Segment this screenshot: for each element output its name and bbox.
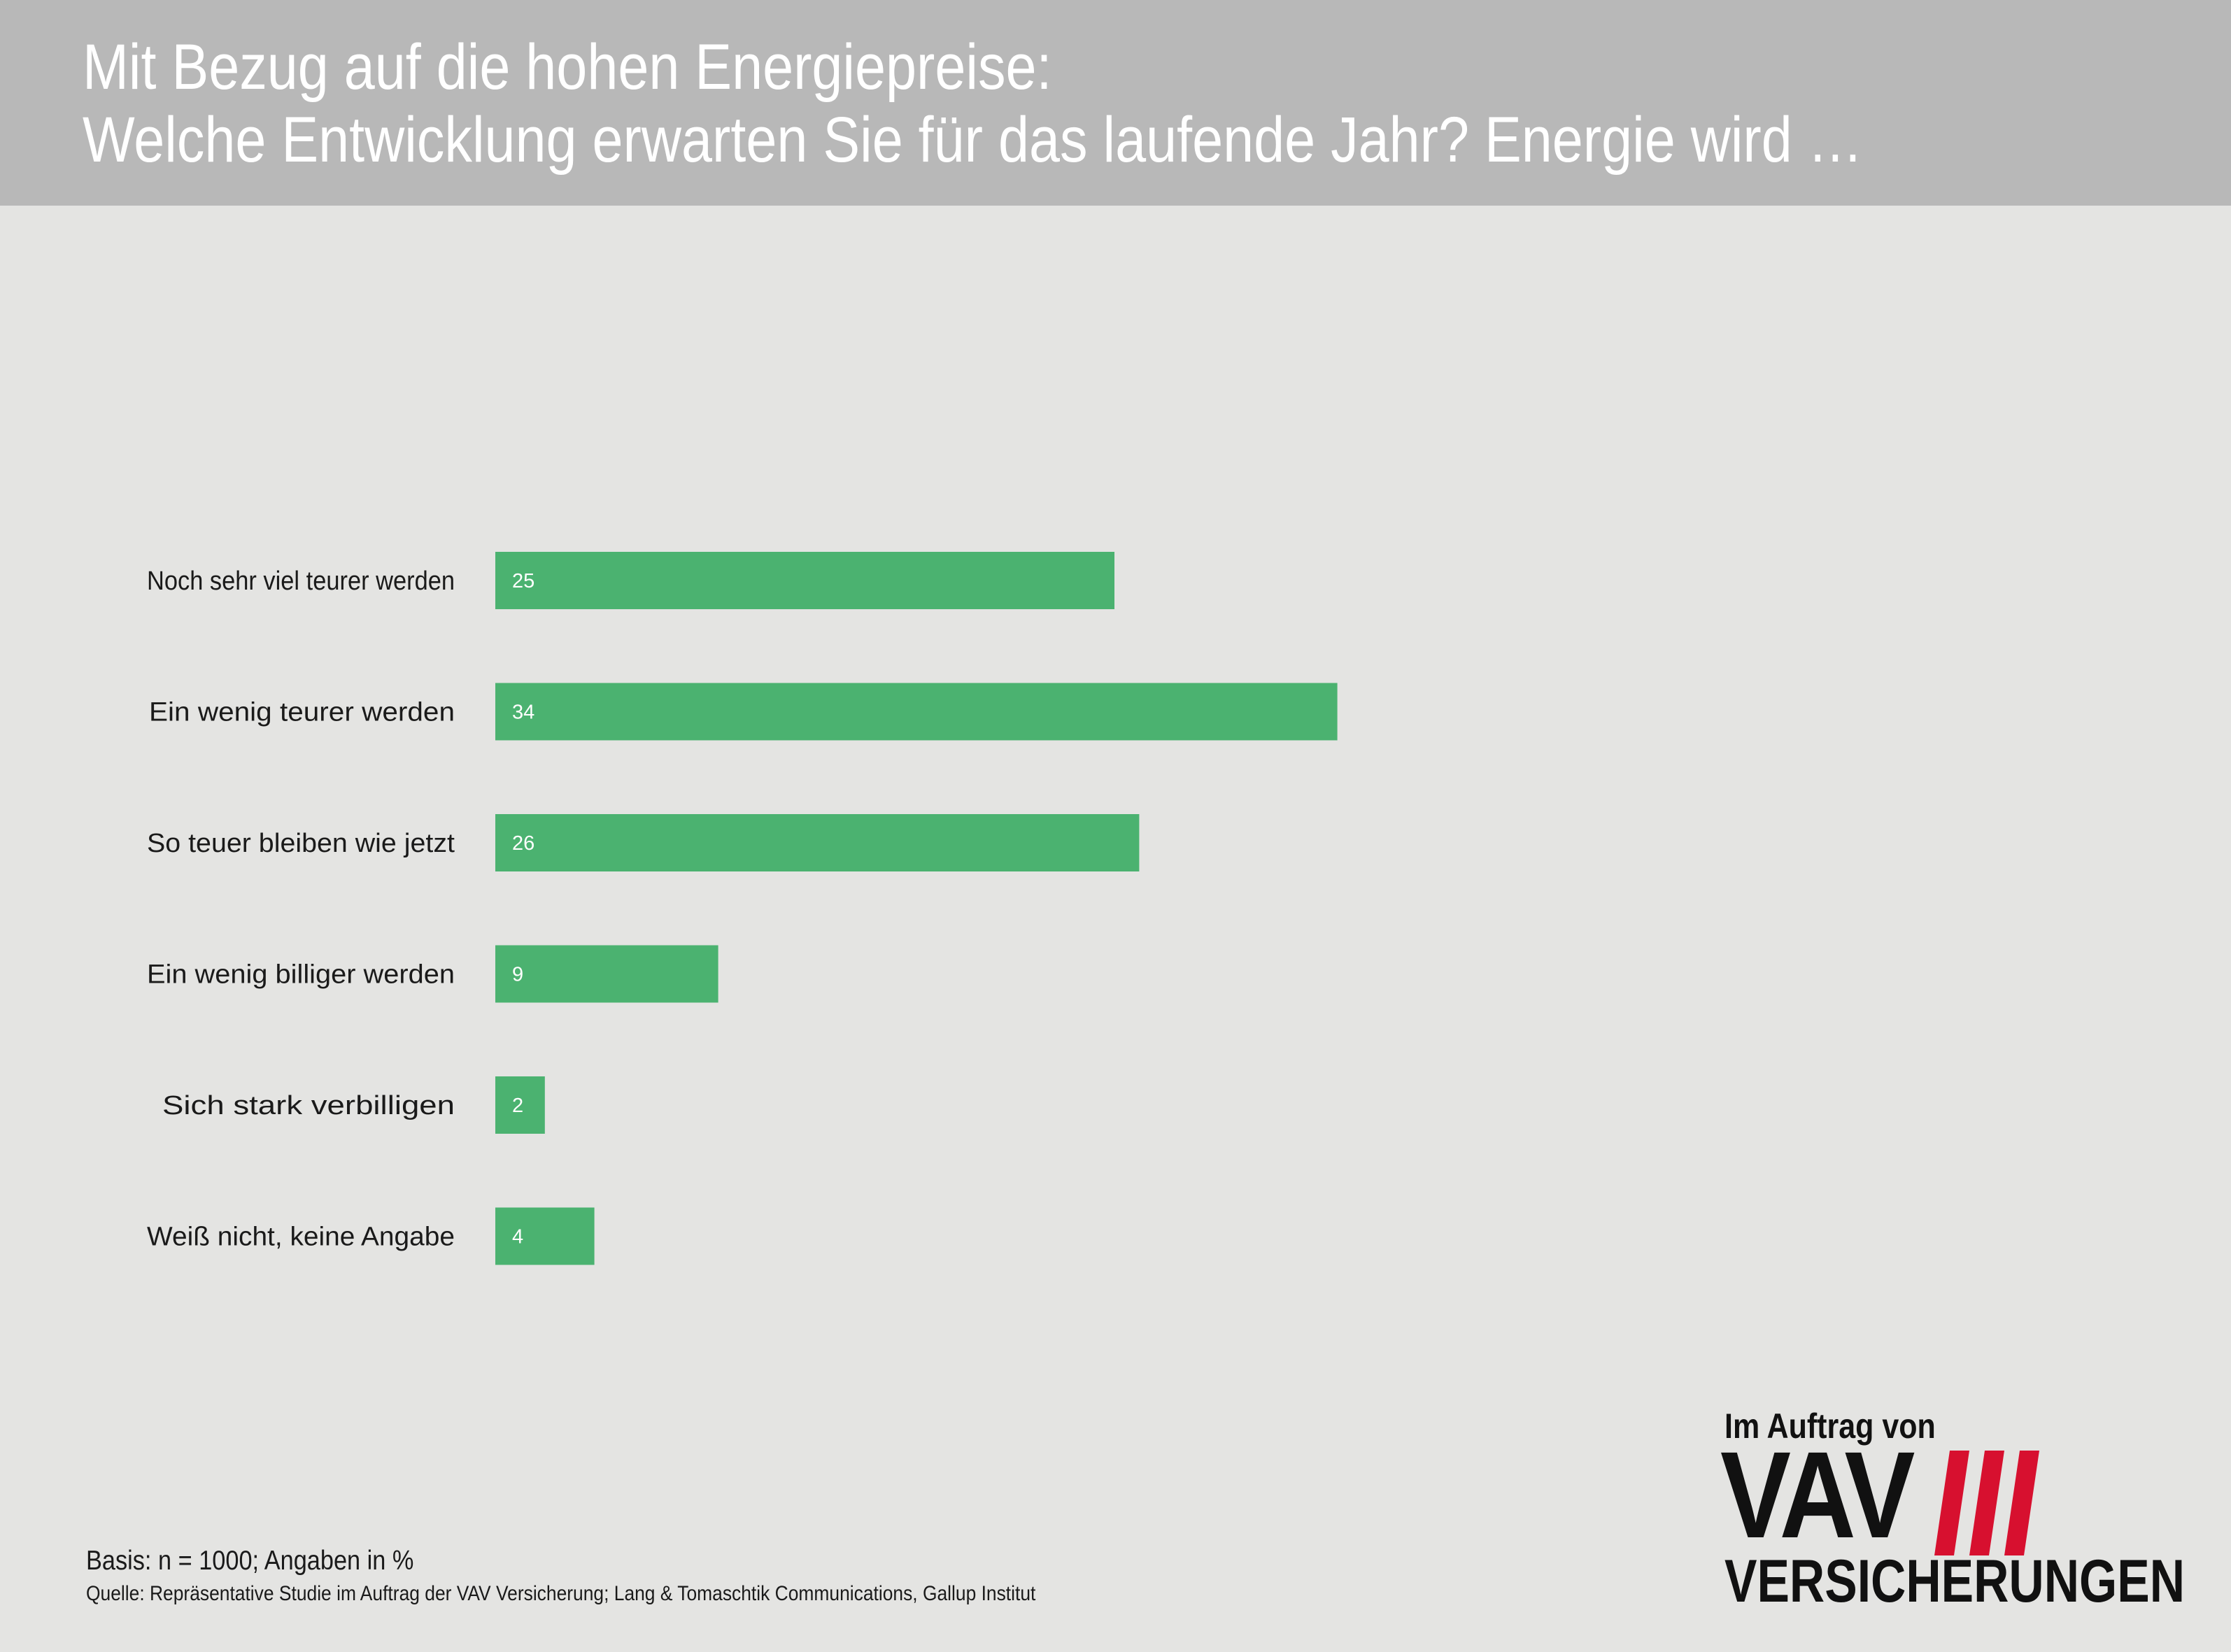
category-label: Sich stark verbilligen bbox=[162, 1091, 455, 1120]
bar bbox=[495, 1076, 545, 1134]
bar bbox=[495, 683, 1338, 741]
bar-value-label: 25 bbox=[512, 570, 534, 592]
bar-value-label: 26 bbox=[512, 832, 534, 855]
bar bbox=[495, 1207, 595, 1265]
bar-value-label: 2 bbox=[512, 1095, 523, 1117]
bar-value-label: 4 bbox=[512, 1226, 523, 1248]
bar bbox=[495, 552, 1114, 609]
logo-tagline: Im Auftrag von bbox=[1724, 1407, 1936, 1446]
header-banner: Mit Bezug auf die hohen Energiepreise: W… bbox=[0, 0, 2231, 206]
bar bbox=[495, 945, 718, 1003]
bar-value-label: 34 bbox=[512, 702, 534, 724]
chart-title-line-2: Welche Entwicklung erwarten Sie für das … bbox=[83, 104, 1863, 176]
logo-stripes-icon bbox=[1934, 1451, 2039, 1555]
category-label: Noch sehr viel teurer werden bbox=[147, 567, 455, 596]
vav-logo: Im Auftrag von VAV VERSICHERUNGEN bbox=[1720, 1406, 2193, 1613]
category-label: So teuer bleiben wie jetzt bbox=[147, 829, 455, 858]
bar-value-label: 9 bbox=[512, 964, 523, 986]
basis-note: Basis: n = 1000; Angaben in % bbox=[86, 1546, 414, 1576]
category-label: Ein wenig billiger werden bbox=[147, 960, 455, 990]
source-note: Quelle: Repräsentative Studie im Auftrag… bbox=[86, 1582, 1036, 1605]
category-label: Weiß nicht, keine Angabe bbox=[147, 1223, 455, 1252]
logo-brand: VAV bbox=[1720, 1427, 1915, 1564]
chart-title-line-1: Mit Bezug auf die hohen Energiepreise: bbox=[83, 31, 1052, 103]
logo-subline: VERSICHERUNGEN bbox=[1724, 1548, 2185, 1615]
category-label: Ein wenig teurer werden bbox=[149, 698, 455, 727]
bar bbox=[495, 814, 1140, 871]
